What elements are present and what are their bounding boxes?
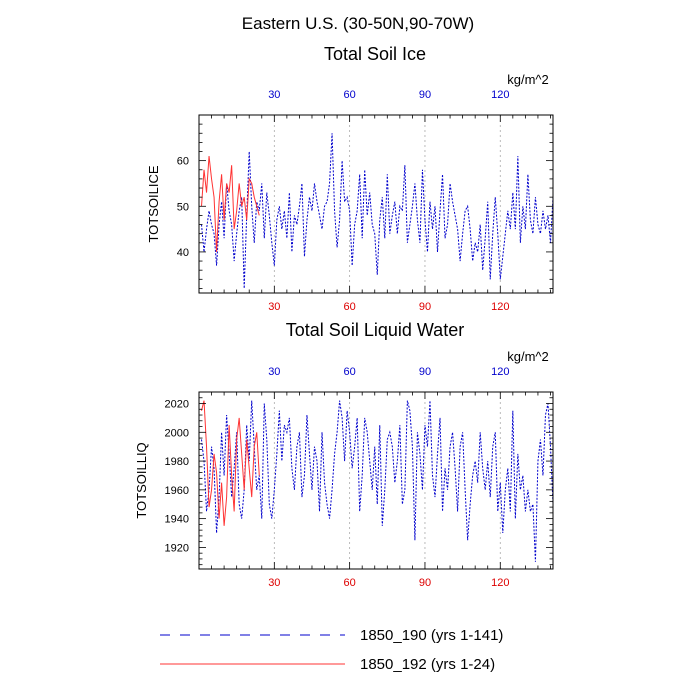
legend-label-1850-192: 1850_192 (yrs 1-24) (360, 656, 495, 673)
x-tick-label-bottom: 30 (268, 301, 280, 313)
panel-total-soil-ice: 30 30 60 60 90 90 120 120 40 50 60 TOTSOILICE kg/m^2 (146, 72, 554, 313)
y-tick-label: 50 (177, 201, 189, 213)
legend-label-1850-190: 1850_190 (yrs 1-141) (360, 627, 503, 644)
x-tick-label-top: 90 (419, 89, 431, 101)
plot-frame (198, 391, 554, 570)
x-tick-label-top: 90 (419, 366, 431, 378)
y-tick-label: 2000 (165, 427, 189, 439)
x-tick-label-bottom: 90 (419, 301, 431, 313)
x-tick-label-bottom: 60 (344, 301, 356, 313)
series-line-1850-190 (201, 400, 554, 562)
legend: 1850_190 (yrs 1-141) 1850_192 (yrs 1-24) (160, 627, 503, 673)
series-line-1850-192 (201, 400, 260, 526)
y-tick-label: 1920 (165, 542, 189, 554)
x-tick-label-top: 60 (344, 89, 356, 101)
units-label: kg/m^2 (507, 72, 549, 87)
x-tick-label-top: 120 (491, 89, 509, 101)
x-tick-label-top: 60 (344, 366, 356, 378)
y-tick-label: 60 (177, 156, 189, 168)
x-tick-label-bottom: 120 (491, 301, 509, 313)
y-tick-label: 2020 (165, 399, 189, 411)
y-axis-label: TOTSOILICE (146, 165, 161, 242)
x-tick-label-bottom: 30 (268, 577, 280, 589)
y-axis-label: TOTSOILLIQ (134, 442, 149, 518)
y-tick-label: 1980 (165, 456, 189, 468)
series-line-1850-190 (201, 133, 554, 289)
panel-1-title: Total Soil Ice (324, 44, 426, 64)
series-line-1850-192 (201, 156, 260, 252)
x-tick-label-bottom: 60 (344, 577, 356, 589)
y-tick-label: 1960 (165, 485, 189, 497)
x-tick-label-top: 30 (268, 366, 280, 378)
x-tick-label-top: 120 (491, 366, 509, 378)
x-tick-label-top: 30 (268, 89, 280, 101)
panel-total-soil-liquid-water: 30 30 60 60 90 90 120 120 1920 1940 1960 1980 2000 20… (134, 349, 554, 589)
x-tick-label-bottom: 120 (491, 577, 509, 589)
x-tick-label-bottom: 90 (419, 577, 431, 589)
panel-2-title: Total Soil Liquid Water (286, 320, 464, 340)
region-title: Eastern U.S. (30-50N,90-70W) (242, 14, 474, 33)
plot-frame (198, 114, 554, 294)
y-tick-label: 1940 (165, 514, 189, 526)
units-label: kg/m^2 (507, 349, 549, 364)
y-tick-label: 40 (177, 247, 189, 259)
